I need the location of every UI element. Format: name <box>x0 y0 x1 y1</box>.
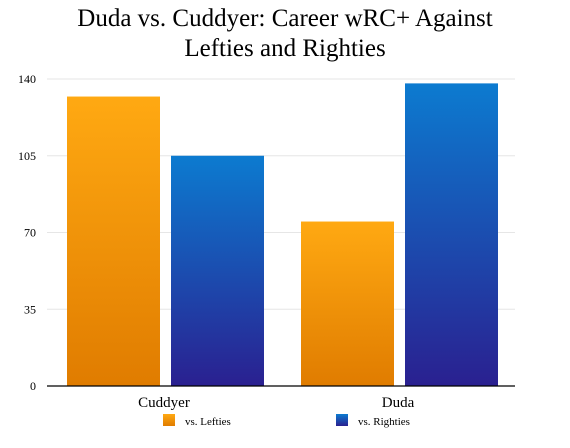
bar-lefties-cuddyer <box>67 96 160 387</box>
x-tick-label: Cuddyer <box>138 395 190 411</box>
legend-swatch <box>336 414 348 426</box>
y-tick-label: 0 <box>30 379 36 393</box>
y-tick-label: 140 <box>18 72 36 86</box>
chart-title-line-2: Lefties and Righties <box>184 35 386 62</box>
chart-title-line-1: Duda vs. Cuddyer: Career wRC+ Against <box>77 5 493 32</box>
bars <box>67 83 498 387</box>
chart-title: Duda vs. Cuddyer: Career wRC+ Against Le… <box>0 4 570 64</box>
x-tick-label: Duda <box>382 395 415 411</box>
legend-swatch <box>163 414 175 426</box>
bar-lefties-duda <box>301 221 394 386</box>
legend: vs. Lefties vs. Righties <box>163 414 410 428</box>
bar-righties-duda <box>405 83 498 386</box>
legend-label: vs. Righties <box>358 416 410 428</box>
y-tick-label: 35 <box>24 302 36 316</box>
legend-label: vs. Lefties <box>185 416 231 428</box>
y-tick-label: 70 <box>24 226 36 240</box>
axes: 0 35 70 105 140 Cuddyer Duda <box>18 72 515 411</box>
bar-righties-cuddyer <box>171 155 264 386</box>
y-tick-label: 105 <box>18 149 36 163</box>
